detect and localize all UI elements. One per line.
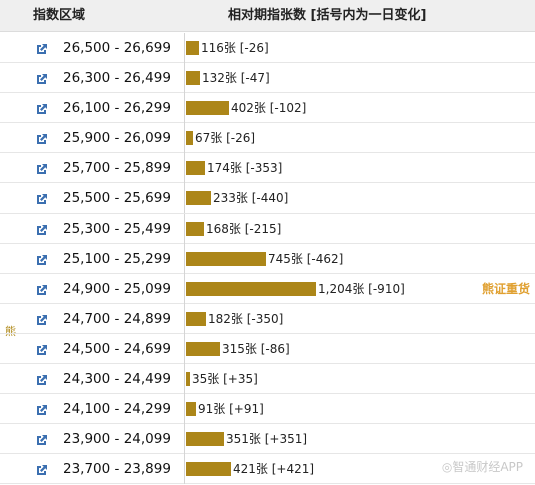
external-link-icon[interactable] (35, 161, 49, 175)
count-value: 1,204张 [-910] (318, 281, 405, 296)
count-bar (186, 372, 190, 387)
table-header: 指数区域 相对期指张数 [括号内为一日变化] (0, 0, 535, 32)
count-bar (186, 341, 220, 356)
change-column-header: 相对期指张数 [括号内为一日变化] (228, 8, 427, 23)
index-range: 25,900 - 26,099 (63, 130, 171, 147)
count-bar (186, 402, 196, 417)
count-bar (186, 462, 231, 477)
table-body: 26,500 - 26,699 116张 [-26] 26,300 - 26,499… (0, 33, 535, 485)
index-range: 23,700 - 23,899 (63, 461, 171, 478)
table-row: 23,700 - 23,899 421张 [+421] (0, 454, 535, 485)
count-bar (186, 191, 211, 206)
column-divider (184, 63, 185, 94)
column-divider (184, 333, 185, 364)
external-link-icon[interactable] (35, 191, 49, 205)
external-link-icon[interactable] (35, 372, 49, 386)
table-row: 26,300 - 26,499 132张 [-47] (0, 63, 535, 94)
column-divider (184, 243, 185, 274)
count-value: 351张 [+351] (226, 432, 308, 447)
external-link-icon[interactable] (35, 222, 49, 236)
column-divider (184, 424, 185, 455)
external-link-icon[interactable] (35, 402, 49, 416)
column-divider (184, 183, 185, 214)
index-range: 24,300 - 24,499 (63, 371, 171, 388)
count-value: 182张 [-350] (208, 311, 284, 326)
table-row: 26,500 - 26,699 116张 [-26] (0, 33, 535, 64)
count-value: 91张 [+91] (198, 402, 264, 417)
index-range: 24,900 - 25,099 (63, 280, 171, 297)
count-bar (186, 161, 205, 176)
index-range: 26,300 - 26,499 (63, 70, 171, 87)
external-link-icon[interactable] (35, 252, 49, 266)
index-range: 26,100 - 26,299 (63, 100, 171, 117)
index-range: 25,700 - 25,899 (63, 160, 171, 177)
count-value: 315张 [-86] (222, 341, 290, 356)
count-value: 116张 [-26] (201, 41, 269, 55)
external-link-icon[interactable] (35, 131, 49, 145)
count-bar (186, 221, 204, 236)
count-value: 745张 [-462] (268, 251, 344, 266)
count-value: 233张 [-440] (213, 191, 289, 206)
watermark: ◎智通财经APP (441, 460, 523, 474)
count-value: 421张 [+421] (233, 462, 315, 477)
index-range: 24,500 - 24,699 (63, 340, 171, 357)
external-link-icon[interactable] (35, 462, 49, 476)
count-bar (186, 131, 193, 146)
column-divider (184, 454, 185, 485)
column-divider (184, 123, 185, 154)
table-row: 24,100 - 24,299 91张 [+91] (0, 394, 535, 425)
count-value: 35张 [+35] (192, 372, 258, 387)
count-value: 402张 [-102] (231, 101, 307, 116)
column-divider (184, 33, 185, 63)
bear-side-label: 熊 (5, 325, 16, 338)
table-row: 23,900 - 24,099 351张 [+351] (0, 424, 535, 455)
table-row: 25,500 - 25,699 233张 [-440] (0, 183, 535, 214)
external-link-icon[interactable] (35, 312, 49, 326)
external-link-icon[interactable] (35, 101, 49, 115)
count-bar (186, 71, 200, 86)
count-bar (186, 41, 199, 55)
external-link-icon[interactable] (35, 41, 49, 55)
table-row: 25,700 - 25,899 174张 [-353] (0, 153, 535, 184)
count-value: 67张 [-26] (195, 131, 256, 146)
column-divider (184, 394, 185, 425)
external-link-icon[interactable] (35, 282, 49, 296)
column-divider (184, 153, 185, 184)
count-value: 174张 [-353] (207, 161, 283, 176)
index-range: 25,100 - 25,299 (63, 250, 171, 267)
count-bar (186, 432, 224, 447)
external-link-icon[interactable] (35, 342, 49, 356)
index-range: 25,500 - 25,699 (63, 190, 171, 207)
table-row: 25,300 - 25,499 168张 [-215] (0, 213, 535, 244)
range-column-header: 指数区域 (33, 8, 86, 23)
table-row: 25,100 - 25,299 745张 [-462] (0, 243, 535, 274)
table-row: 25,900 - 26,099 67张 [-26] (0, 123, 535, 154)
count-value: 132张 [-47] (202, 71, 270, 86)
count-bar (186, 311, 206, 326)
heavy-position-tag: 熊证重货 (481, 281, 530, 296)
table-row: 24,700 - 24,899 182张 [-350] (0, 303, 535, 334)
index-range: 26,500 - 26,699 (63, 40, 171, 56)
column-divider (184, 213, 185, 244)
count-value: 168张 [-215] (206, 221, 282, 236)
column-divider (184, 364, 185, 395)
column-divider (184, 303, 185, 334)
table-row: 26,100 - 26,299 402张 [-102] (0, 93, 535, 124)
count-bar (186, 281, 316, 296)
table-row: 24,900 - 25,099 1,204张 [-910] 熊证重货 (0, 273, 535, 304)
external-link-icon[interactable] (35, 432, 49, 446)
index-range: 24,700 - 24,899 (63, 310, 171, 327)
index-range: 23,900 - 24,099 (63, 431, 171, 448)
column-divider (184, 273, 185, 304)
count-bar (186, 101, 229, 116)
table-row: 24,500 - 24,699 315张 [-86] (0, 333, 535, 365)
count-bar (186, 251, 266, 266)
external-link-icon[interactable] (35, 71, 49, 85)
table-row: 24,300 - 24,499 35张 [+35] (0, 364, 535, 395)
index-range: 24,100 - 24,299 (63, 401, 171, 418)
column-divider (184, 93, 185, 124)
index-range: 25,300 - 25,499 (63, 220, 171, 237)
